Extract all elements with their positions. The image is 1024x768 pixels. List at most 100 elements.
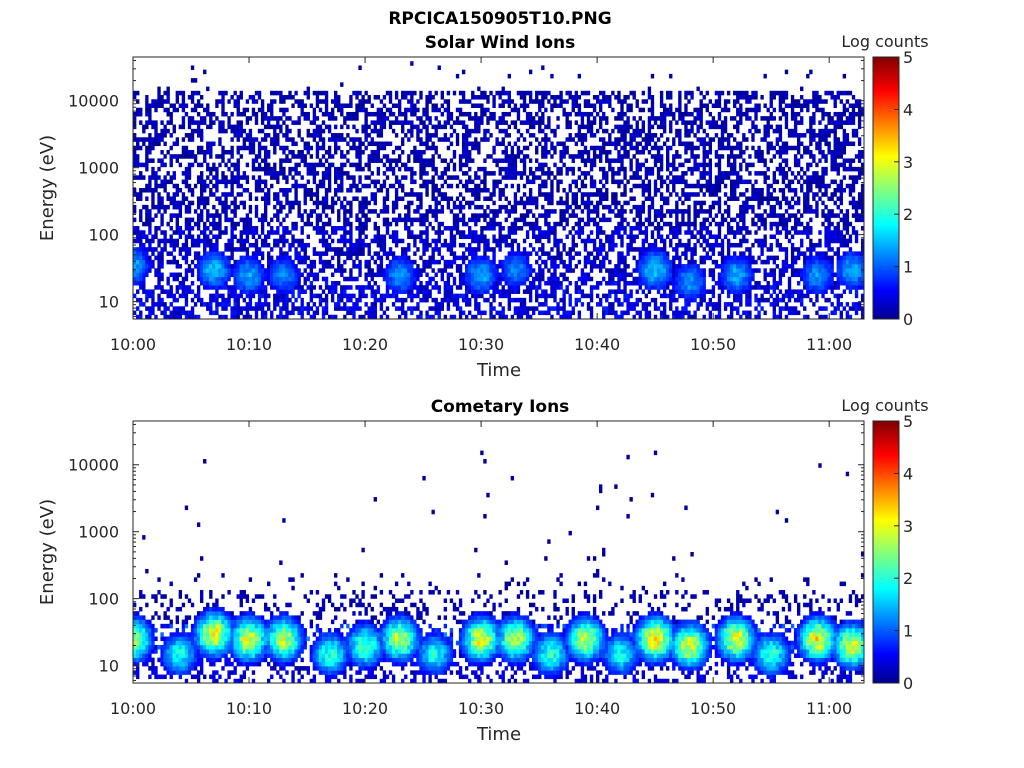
heatmap-cell xyxy=(571,213,575,218)
heatmap-cell xyxy=(401,128,405,134)
heatmap-cell xyxy=(410,297,414,303)
heatmap-cell xyxy=(303,188,307,193)
heatmap-cell xyxy=(306,234,310,240)
heatmap-cell xyxy=(477,166,481,172)
heatmap-cell xyxy=(632,137,636,142)
heatmap-cell xyxy=(538,264,542,269)
heatmap-cell xyxy=(303,259,307,265)
heatmap-cell xyxy=(215,251,219,256)
heatmap-cell xyxy=(370,276,374,282)
heatmap-cell xyxy=(282,188,286,193)
heatmap-cell xyxy=(376,255,381,261)
heatmap-cell xyxy=(440,90,444,96)
heatmap-cell xyxy=(212,213,216,218)
heatmap-cell xyxy=(458,306,463,311)
heatmap-cell xyxy=(602,141,606,147)
heatmap-cell xyxy=(196,120,201,125)
heatmap-cell xyxy=(251,230,256,235)
heatmap-cell xyxy=(516,268,521,273)
heatmap-cell xyxy=(599,230,603,235)
heatmap-cell xyxy=(133,90,137,96)
heatmap-cell xyxy=(370,128,374,134)
heatmap-cell xyxy=(559,158,563,163)
heatmap-cell xyxy=(230,95,234,100)
heatmap-cell xyxy=(635,149,639,155)
heatmap-cell xyxy=(282,217,286,223)
heatmap-cell xyxy=(355,188,359,193)
heatmap-cell xyxy=(532,276,536,282)
heatmap-cell xyxy=(209,154,213,159)
heatmap-cell xyxy=(477,289,481,294)
heatmap-cell xyxy=(580,133,585,138)
heatmap-cell xyxy=(608,158,612,163)
heatmap-cell xyxy=(224,217,228,223)
heatmap-cell xyxy=(221,171,225,176)
heatmap-cell xyxy=(452,221,457,227)
heatmap-cell xyxy=(187,247,192,252)
heatmap-cell xyxy=(498,226,502,231)
heatmap-cell xyxy=(589,230,594,235)
heatmap-cell xyxy=(452,280,457,286)
heatmap-cell xyxy=(440,124,444,130)
heatmap-cell xyxy=(248,137,253,142)
heatmap-cell xyxy=(367,285,371,290)
heatmap-cell xyxy=(638,255,642,261)
heatmap-cell xyxy=(644,302,649,307)
heatmap-cell xyxy=(260,306,265,311)
heatmap-cell xyxy=(294,276,298,282)
heatmap-cell xyxy=(602,306,606,311)
heatmap-cell xyxy=(437,259,441,265)
heatmap-cell xyxy=(586,171,591,176)
heatmap-cell xyxy=(254,285,259,290)
heatmap-cell xyxy=(553,255,557,261)
heatmap-cell xyxy=(419,230,423,235)
heatmap-cell xyxy=(547,209,551,214)
heatmap-cell xyxy=(599,179,603,185)
heatmap-cell xyxy=(239,111,243,117)
heatmap-cell xyxy=(330,133,335,138)
heatmap-cell xyxy=(519,280,524,286)
heatmap-cell xyxy=(230,234,234,240)
heatmap-cell xyxy=(404,90,408,96)
heatmap-cell xyxy=(212,247,216,252)
heatmap-cell xyxy=(181,310,186,316)
heatmap-cell xyxy=(370,137,374,142)
heatmap-cell xyxy=(257,128,262,134)
heatmap-cell xyxy=(200,302,204,307)
heatmap-cell xyxy=(367,166,371,172)
heatmap-cell xyxy=(367,162,371,168)
heatmap-cell xyxy=(178,306,183,311)
heatmap-cell xyxy=(465,171,469,176)
heatmap-cell xyxy=(589,251,594,256)
heatmap-cell xyxy=(571,226,575,231)
heatmap-cell xyxy=(620,289,624,294)
heatmap-cell xyxy=(602,116,606,121)
heatmap-cell xyxy=(592,209,597,214)
heatmap-cell xyxy=(139,264,143,269)
heatmap-cell xyxy=(267,120,271,125)
heatmap-cell xyxy=(206,141,210,147)
heatmap-cell xyxy=(504,166,508,172)
heatmap-cell xyxy=(260,107,265,113)
heatmap-cell xyxy=(574,141,578,147)
heatmap-cell xyxy=(580,179,585,185)
heatmap-cell xyxy=(352,183,356,189)
heatmap-cell xyxy=(218,221,222,227)
heatmap-cell xyxy=(577,310,582,316)
heatmap-cell xyxy=(203,234,207,240)
heatmap-cell xyxy=(422,242,426,248)
heatmap-cell xyxy=(583,238,588,244)
heatmap-cell xyxy=(626,128,630,134)
heatmap-cell xyxy=(452,149,457,155)
heatmap-cell xyxy=(394,133,399,138)
heatmap-cell xyxy=(169,154,173,159)
heatmap-cell xyxy=(513,280,518,286)
heatmap-cell xyxy=(221,293,225,299)
heatmap-cell xyxy=(620,314,624,320)
heatmap-cell xyxy=(394,280,399,286)
heatmap-cell xyxy=(513,238,518,244)
heatmap-cell xyxy=(513,192,518,197)
heatmap-cell xyxy=(190,280,195,286)
heatmap-cell xyxy=(471,128,475,134)
heatmap-cell xyxy=(465,234,469,240)
